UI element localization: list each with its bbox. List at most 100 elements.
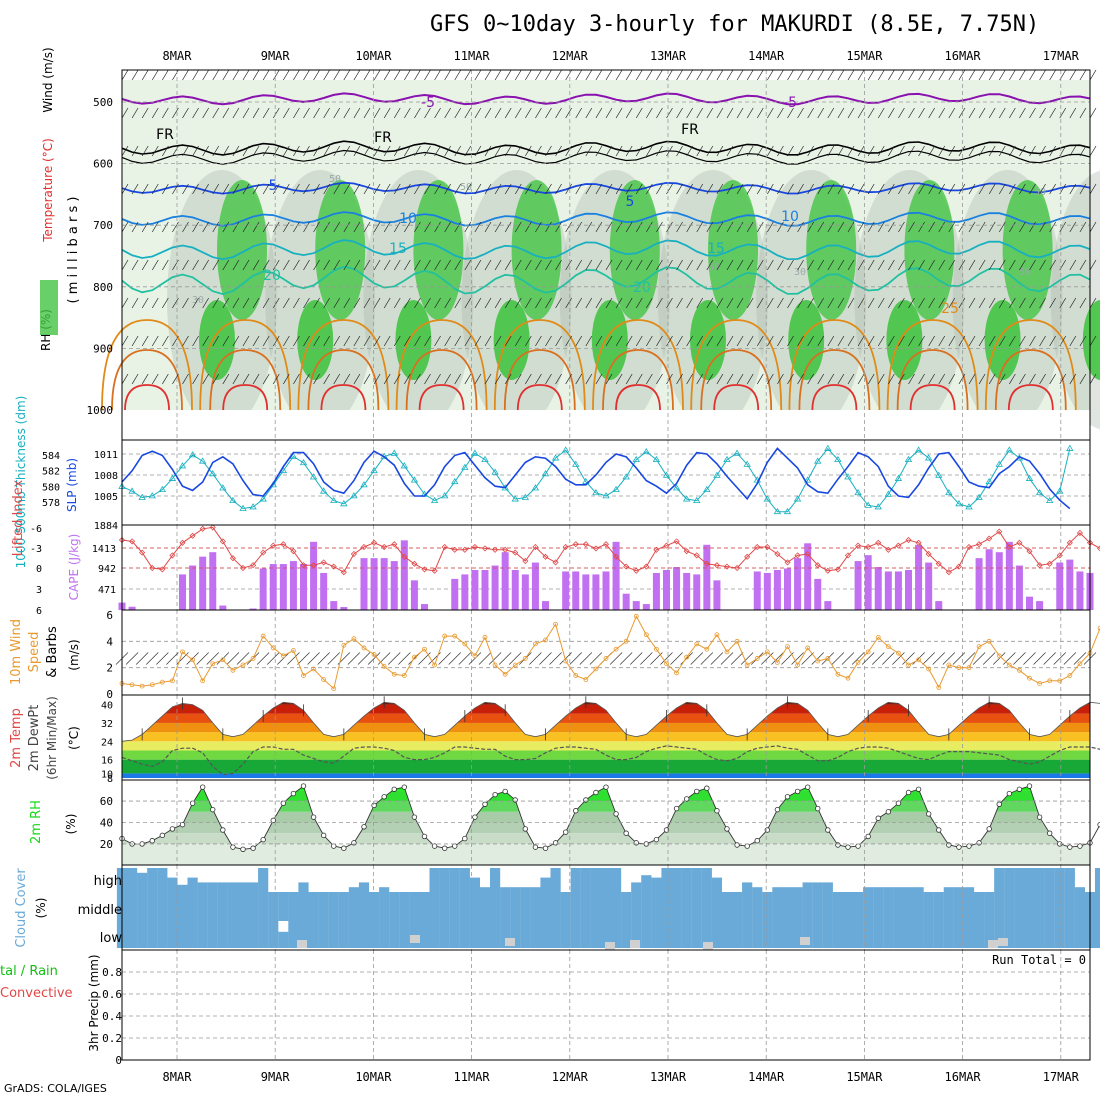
cape-bar: [128, 606, 136, 610]
wind-barb: [787, 221, 794, 233]
rh2m-point: [542, 845, 549, 851]
wind-barb: [746, 69, 754, 81]
cloud-bar-high: [217, 882, 228, 892]
wind10-point: [1067, 673, 1073, 678]
pressure-tick: 1000: [87, 404, 114, 417]
wind10-barb: [327, 652, 340, 665]
wind-barb: [867, 183, 875, 195]
thickness-point: [602, 492, 610, 499]
thickness-point: [541, 470, 550, 477]
wind-barb: [988, 221, 996, 233]
wind-barb: [504, 297, 512, 309]
wind-barb: [978, 107, 986, 119]
wind-barb: [625, 183, 633, 195]
wind10-barb: [841, 652, 855, 665]
cloud-bar-low: [681, 921, 692, 948]
pressure-tick: 900: [93, 342, 113, 355]
low-cloud-mark: [410, 935, 420, 943]
wind-barb: [151, 183, 159, 195]
wind-barb: [504, 69, 512, 81]
precip-tick: 0.2: [102, 1032, 122, 1045]
rh-shade: [297, 300, 334, 380]
wind-barb: [414, 335, 421, 347]
wind-barb: [383, 69, 391, 81]
wind10-point: [381, 663, 387, 669]
li-tick: 3: [36, 585, 42, 596]
isotherm-30: [811, 384, 858, 411]
cloud-bar-middle: [802, 892, 813, 921]
wind-barb: [232, 259, 240, 271]
rh2m-point: [936, 827, 942, 833]
wind-barb: [978, 221, 986, 233]
wind-barb: [777, 183, 784, 195]
cape-bar: [784, 568, 791, 610]
cape-bar: [1015, 565, 1023, 610]
wind10-point: [996, 653, 1002, 659]
lifted-index-point: [734, 564, 741, 572]
wind-barb: [141, 297, 149, 309]
isotherm-25: [297, 319, 390, 411]
lifted-index-point: [764, 543, 771, 551]
cape-bar: [572, 571, 580, 610]
wind-barb: [888, 221, 895, 233]
cloud-bar-low: [752, 921, 763, 948]
cloud-bar-middle: [167, 892, 178, 921]
cloud-bar-high: [893, 887, 904, 892]
rh2m-point: [421, 833, 428, 840]
wind10-barb: [1053, 652, 1066, 665]
wind10-barb: [761, 652, 774, 665]
contour-label: 5: [269, 178, 278, 194]
thickness-point: [955, 500, 963, 507]
thickness-point: [128, 487, 136, 494]
thickness-point: [894, 474, 903, 481]
wind-barb: [736, 69, 744, 81]
cloud-bar-low: [883, 921, 894, 948]
wind-barb: [948, 183, 956, 195]
wind-barb: [998, 183, 1006, 195]
wind10-barb: [660, 652, 673, 665]
cloud-bar-low: [157, 921, 168, 948]
lifted-index-point: [683, 548, 690, 555]
wind-barb: [373, 69, 381, 81]
wind-barb: [726, 183, 734, 195]
cloud-bar-high: [459, 868, 470, 892]
cape-bar: [854, 561, 862, 610]
thickness-point: [1066, 444, 1074, 451]
cloud-bar-low: [247, 921, 259, 948]
thickness-point: [642, 447, 651, 455]
wind-barb: [464, 69, 472, 81]
wind10-point: [845, 675, 851, 681]
cape-bar: [1026, 596, 1033, 610]
wind-barb: [222, 69, 230, 81]
wind-barb: [696, 259, 704, 271]
wind-barb: [928, 107, 935, 119]
cloud-bar-middle: [913, 892, 924, 921]
wind-barb: [676, 221, 683, 233]
wind-barb: [867, 145, 875, 157]
cape-bar: [300, 564, 307, 610]
wind-barb: [162, 69, 169, 81]
cloud-bar-middle: [247, 892, 259, 921]
wind-barb: [898, 69, 905, 81]
wind-barb: [141, 335, 149, 347]
cloud-bar-middle: [782, 892, 793, 921]
rh-contour-label: 50: [1019, 267, 1031, 278]
cape-bar: [451, 578, 459, 610]
wind-barb: [504, 335, 512, 347]
wind-barb: [172, 373, 179, 385]
wind-barb: [283, 69, 290, 81]
wind-barb: [787, 297, 794, 309]
thickness-point: [985, 477, 993, 485]
rh2m-point: [401, 784, 408, 790]
rh2m-point: [512, 797, 518, 803]
lifted-index-point: [441, 543, 448, 551]
wind-barb: [343, 297, 351, 309]
contour-label: 20: [263, 268, 281, 284]
rh-band: [122, 833, 1090, 844]
wind-barb: [706, 183, 714, 195]
lifted-index-point: [844, 552, 852, 559]
wind-barb: [716, 69, 724, 81]
rh2m-point: [189, 800, 196, 806]
rh2m-point: [804, 784, 811, 790]
wind-barb: [938, 183, 946, 195]
